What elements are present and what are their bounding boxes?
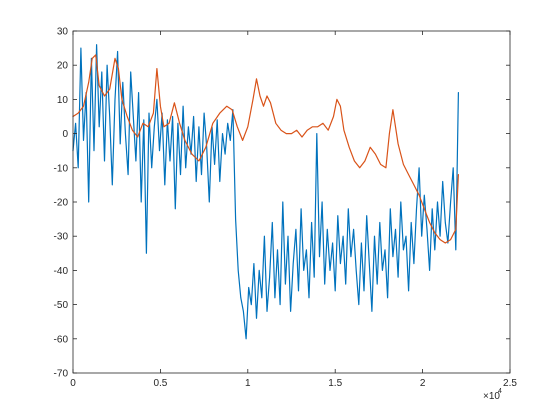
y-tick-label: -40: [54, 266, 69, 277]
y-tick-label: -20: [54, 198, 69, 209]
x-tick-label: 1.5: [328, 378, 342, 389]
y-tick-label: -70: [54, 369, 69, 380]
x-tick-label: 1: [245, 378, 251, 389]
x-tick-label: 2.5: [503, 378, 517, 389]
y-tick-label: -60: [54, 334, 69, 345]
x-axis-ticks: 0 0.5 1 1.5 2 2.5: [70, 31, 517, 389]
x-axis-exponent: ×10 4: [483, 388, 502, 402]
x-tick-label: 2: [420, 378, 426, 389]
series-layer: [72, 44, 459, 340]
y-tick-label: -30: [54, 232, 69, 243]
x-tick-label: 0.5: [153, 378, 167, 389]
y-tick-label: 10: [57, 95, 69, 106]
series-line-1: [72, 44, 459, 340]
x-tick-label: 0: [70, 378, 76, 389]
y-tick-label: 0: [62, 129, 68, 140]
x-exponent-power: 4: [498, 388, 502, 395]
x-exponent-base: ×10: [483, 391, 500, 402]
y-tick-label: -50: [54, 300, 69, 311]
series-line-2: [72, 54, 459, 244]
y-axis-ticks: 30 20 10 0 -10 -20 -30 -40 -50 -60 -70: [54, 27, 510, 380]
y-tick-label: -10: [54, 163, 69, 174]
y-tick-label: 30: [57, 27, 69, 38]
y-tick-label: 20: [57, 61, 69, 72]
